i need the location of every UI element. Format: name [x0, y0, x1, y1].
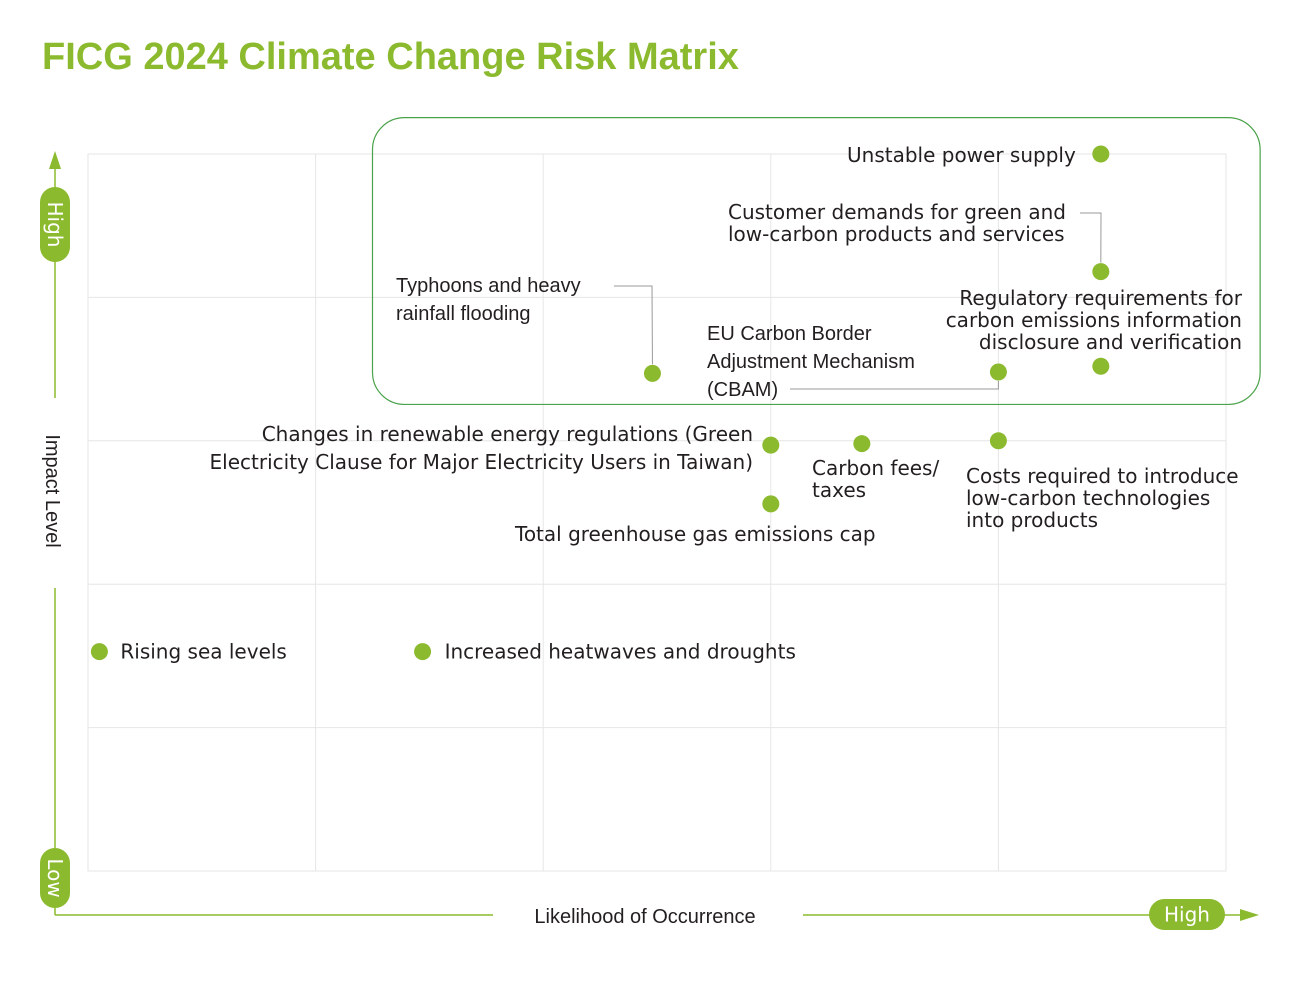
data-point-heatwave — [414, 643, 432, 661]
y-axis: High Low Impact Level — [40, 151, 70, 915]
point-labels: Unstable power supply Customer demands fo… — [120, 143, 1242, 664]
point-label-typhoon: Typhoons and heavy — [396, 275, 581, 297]
plot-frame — [87, 153, 1227, 872]
point-label-costs: into products — [966, 508, 1098, 532]
point-label-cbam: EU Carbon Border — [707, 323, 872, 345]
y-axis-title: Impact Level — [41, 434, 63, 547]
data-point-renewable — [762, 436, 780, 454]
data-point-customer — [1092, 263, 1110, 281]
x-high-pill — [1149, 899, 1225, 930]
leader-typhoon — [614, 285, 653, 365]
chart-title: FICG 2024 Climate Change Risk Matrix — [42, 36, 739, 78]
x-axis: High Likelihood of Occurrence — [55, 899, 1259, 930]
data-point-cbam — [989, 363, 1007, 381]
grid — [87, 153, 1227, 872]
x-axis-arrow-right-icon — [1240, 909, 1259, 921]
point-label-unstable: Unstable power supply — [847, 143, 1076, 167]
leader-lines — [614, 212, 1102, 390]
point-label-regulatory: disclosure and verification — [979, 330, 1242, 354]
point-label-cbam: (CBAM) — [707, 379, 778, 401]
y-low-pill — [40, 848, 70, 908]
x-axis-title: Likelihood of Occurrence — [534, 906, 755, 928]
high-risk-region — [371, 117, 1261, 406]
point-label-carbonfee: taxes — [812, 478, 866, 502]
point-label-carbonfee: Carbon fees/ — [812, 456, 939, 480]
point-label-costs: low-carbon technologies — [966, 486, 1210, 510]
point-label-ghgcap: Total greenhouse gas emissions cap — [514, 522, 876, 546]
data-point-typhoon — [643, 364, 661, 382]
data-point-costs — [989, 432, 1007, 450]
data-point-regulatory — [1092, 357, 1110, 375]
data-point-unstable — [1092, 145, 1110, 163]
y-high-pill — [40, 187, 70, 262]
point-label-renewable: Changes in renewable energy regulations … — [262, 422, 753, 446]
point-label-costs: Costs required to introduce — [966, 464, 1239, 488]
data-points — [90, 145, 1110, 661]
point-label-regulatory: Regulatory requirements for — [959, 286, 1242, 310]
point-label-customer: low-carbon products and services — [728, 222, 1065, 246]
point-label-typhoon: rainfall flooding — [396, 303, 531, 325]
data-point-carbonfee — [853, 435, 871, 453]
point-label-regulatory: carbon emissions information — [946, 308, 1242, 332]
x-high-label: High — [1164, 903, 1210, 927]
data-point-sealevel — [90, 643, 108, 661]
point-label-cbam: Adjustment Mechanism — [707, 351, 915, 373]
leader-customer — [1080, 212, 1102, 263]
point-label-heatwave: Increased heatwaves and droughts — [445, 640, 796, 664]
leader-cbam — [790, 380, 999, 390]
y-high-label: High — [43, 202, 67, 248]
y-low-label: Low — [43, 858, 67, 897]
point-label-sealevel: Rising sea levels — [120, 640, 286, 664]
data-point-ghgcap — [762, 495, 780, 513]
point-label-customer: Customer demands for green and — [728, 200, 1066, 224]
y-axis-arrow-up-icon — [49, 151, 61, 169]
point-label-renewable: Electricity Clause for Major Electricity… — [210, 450, 753, 474]
